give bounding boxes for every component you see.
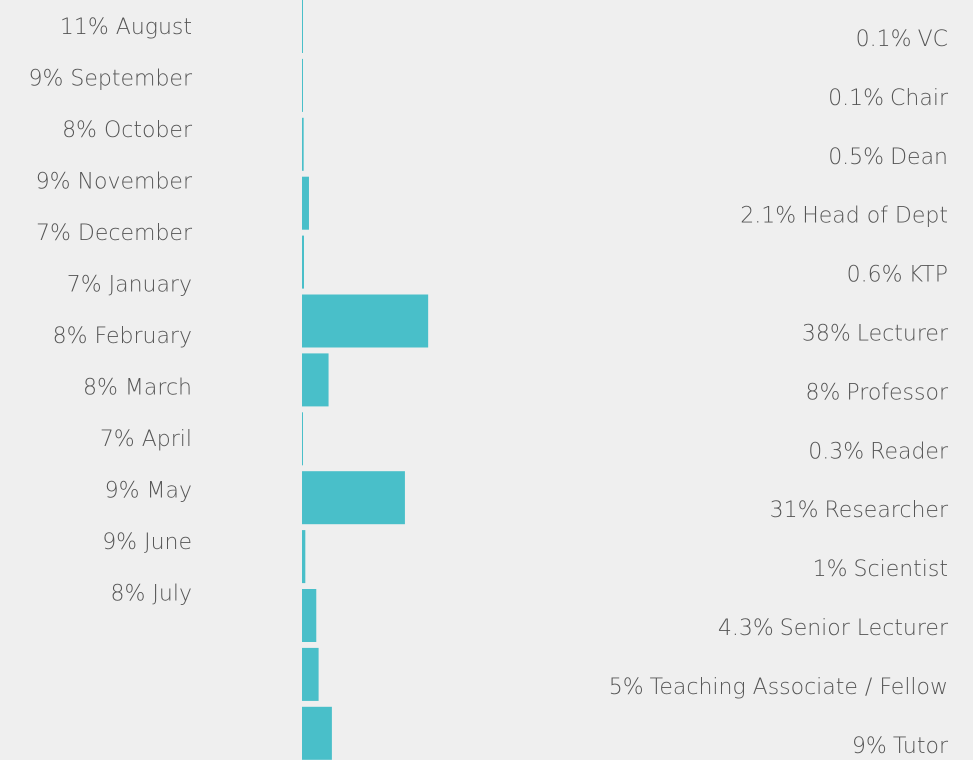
role-name: Professor <box>846 380 949 405</box>
role-percent: 0.5% <box>828 145 884 170</box>
month-stat: 8% July <box>111 582 192 607</box>
role-name: Chair <box>890 86 949 111</box>
bar <box>302 706 332 760</box>
role-name: Reader <box>870 439 949 464</box>
month-stat: 7% April <box>100 427 192 452</box>
bar <box>302 412 303 466</box>
role-percent: 5% <box>609 675 644 700</box>
role-percent: 0.1% <box>828 86 884 111</box>
role-label: 0.1% Chair <box>828 86 949 111</box>
role-name: Tutor <box>893 734 949 759</box>
month-stat: 9% September <box>29 67 193 92</box>
role-name: Lecturer <box>857 322 949 347</box>
role-percent: 4.3% <box>718 616 774 641</box>
role-percent: 0.3% <box>808 439 864 464</box>
role-label: 38% Lecturer <box>802 322 949 347</box>
role-percent: 9% <box>852 734 887 759</box>
bar <box>302 471 405 525</box>
role-name: Researcher <box>825 498 949 523</box>
role-label: 0.6% KTP <box>847 263 948 288</box>
bar <box>302 294 429 348</box>
role-percent: 0.6% <box>847 263 903 288</box>
role-name: KTP <box>909 263 948 288</box>
bar <box>302 530 306 584</box>
month-stat: 8% October <box>62 118 193 143</box>
role-name: Head of Dept <box>802 204 948 229</box>
bar <box>302 589 317 642</box>
role-percent: 8% <box>805 380 840 405</box>
month-stat: 9% June <box>102 530 192 555</box>
role-percent: 38% <box>802 322 851 347</box>
role-percent: 1% <box>813 557 848 582</box>
month-stat: 8% March <box>83 376 192 401</box>
role-label: 8% Professor <box>805 380 948 405</box>
role-name: Teaching Associate / Fellow <box>650 675 948 700</box>
month-stat: 7% December <box>36 221 193 246</box>
role-label: 2.1% Head of Dept <box>740 204 948 229</box>
role-label: 4.3% Senior Lecturer <box>718 616 949 641</box>
month-stat: 11% August <box>60 15 192 40</box>
month-stat: 9% November <box>36 170 193 195</box>
bar <box>302 58 303 112</box>
role-percent: 2.1% <box>740 204 796 229</box>
role-percent: 31% <box>770 498 819 523</box>
role-percent: 0.1% <box>856 27 912 52</box>
bar <box>302 117 304 171</box>
bar <box>302 647 319 701</box>
bar <box>302 176 309 230</box>
bar <box>302 353 329 407</box>
bar <box>302 235 304 289</box>
role-label: 31% Researcher <box>770 498 949 523</box>
role-label: 0.5% Dean <box>828 145 948 170</box>
role-name: Senior Lecturer <box>780 616 949 641</box>
month-stat: 7% January <box>67 273 192 298</box>
role-name: VC <box>918 27 948 52</box>
role-name: Scientist <box>854 557 948 582</box>
role-label: 0.1% VC <box>856 27 948 52</box>
role-label: 0.3% Reader <box>808 439 949 464</box>
month-stat: 9% May <box>105 479 192 504</box>
role-label: 9% Tutor <box>852 734 949 759</box>
month-stat: 8% February <box>53 324 192 349</box>
role-label: 5% Teaching Associate / Fellow <box>609 675 948 700</box>
bar <box>302 0 303 53</box>
role-name: Dean <box>890 145 948 170</box>
role-label: 1% Scientist <box>813 557 948 582</box>
